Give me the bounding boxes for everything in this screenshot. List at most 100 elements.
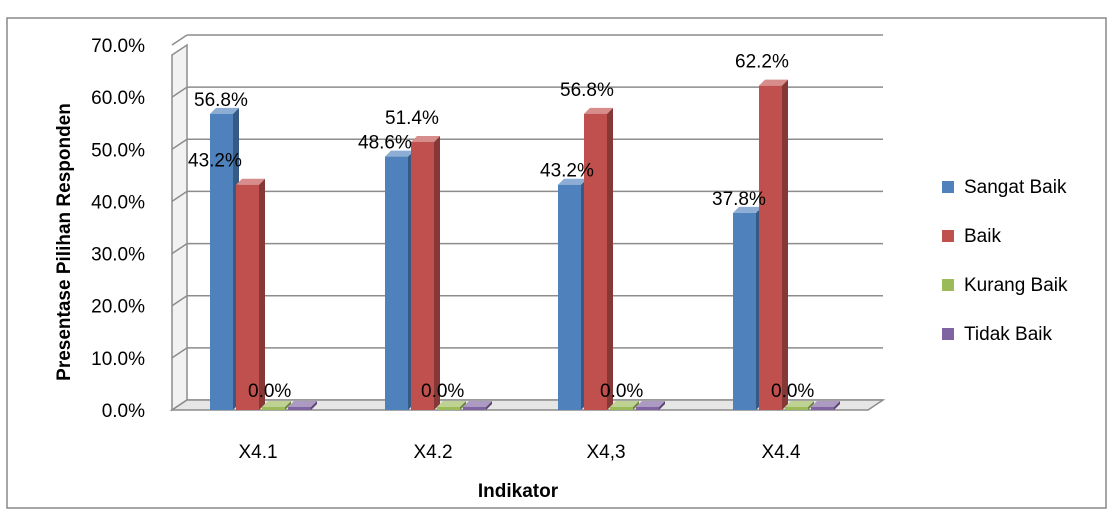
bar-side xyxy=(259,178,265,410)
bar-front xyxy=(733,212,756,410)
plot-walls xyxy=(171,43,883,412)
bar-top xyxy=(262,401,291,407)
bar-front xyxy=(288,407,311,410)
data-label: 0.0% xyxy=(771,381,814,402)
bar-kurang-baik-1 xyxy=(262,401,291,410)
legend-swatch xyxy=(942,230,954,242)
bar-top xyxy=(610,401,639,407)
bar-side xyxy=(285,401,291,410)
bar-top xyxy=(288,401,317,407)
bar-side xyxy=(782,79,788,411)
bar-top xyxy=(385,150,414,157)
bar-tidak-baik-4 xyxy=(811,401,840,410)
bar-front xyxy=(236,184,259,410)
bar-front xyxy=(785,407,808,410)
bar-front xyxy=(385,156,408,410)
legend-label: Sangat Baik xyxy=(964,177,1067,198)
legend-item: Sangat Baik xyxy=(942,177,1067,198)
legend-swatch xyxy=(942,181,954,193)
bar-side xyxy=(607,107,613,410)
bar-top xyxy=(210,107,239,114)
bar-top xyxy=(558,178,587,185)
data-label: 0.0% xyxy=(421,381,464,402)
bar-front xyxy=(584,113,607,410)
bar-front xyxy=(262,407,285,410)
x-tick-label: X4.1 xyxy=(238,442,277,463)
back-wall xyxy=(187,45,883,400)
bar-top xyxy=(733,206,762,213)
bar-top xyxy=(437,401,466,407)
gridline-side xyxy=(171,347,188,359)
bar-front xyxy=(636,407,659,410)
bar-side xyxy=(834,401,840,410)
bar-side xyxy=(311,401,317,410)
gridline-side xyxy=(171,190,188,203)
bar-front xyxy=(411,141,434,410)
bar-baik-1 xyxy=(236,178,265,410)
bar-tidak-baik-1 xyxy=(288,401,317,410)
bar-side xyxy=(808,401,814,410)
bar-side xyxy=(659,401,665,410)
legend-label: Kurang Baik xyxy=(964,275,1068,296)
bar-top xyxy=(411,135,440,142)
legend-swatch xyxy=(942,328,954,340)
x-tick-label: X4.4 xyxy=(761,442,801,463)
data-label: 0.0% xyxy=(600,381,643,402)
legend-item: Tidak Baik xyxy=(942,324,1052,345)
gridline-side xyxy=(171,242,188,255)
y-tick-label: 70.0% xyxy=(91,36,145,57)
bar-front xyxy=(463,407,486,410)
bar-kurang-baik-2 xyxy=(437,401,466,410)
bar-baik-4 xyxy=(759,79,788,411)
gridline-side xyxy=(171,295,188,307)
bar-front xyxy=(759,85,782,411)
data-label: 43.2% xyxy=(540,161,594,182)
bar-top xyxy=(811,401,840,407)
x-tick-labels: X4.1 X4.2 X4,3 X4.4 xyxy=(238,442,801,463)
data-label: 56.8% xyxy=(194,90,248,111)
data-label: 0.0% xyxy=(248,381,291,402)
y-tick-label: 30.0% xyxy=(91,245,145,266)
y-tick-label: 60.0% xyxy=(91,88,145,109)
bars-group xyxy=(210,79,840,411)
bar-front xyxy=(558,184,581,410)
gridline-side xyxy=(171,138,188,150)
bar-front xyxy=(437,407,460,410)
x-axis-title: Indikator xyxy=(478,481,559,502)
legend-swatch xyxy=(942,279,954,291)
bar-top xyxy=(785,401,814,407)
data-label: 48.6% xyxy=(358,133,412,154)
bar-tidak-baik-3 xyxy=(636,401,665,410)
bar-front xyxy=(811,407,834,410)
bar-tidak-baik-2 xyxy=(463,401,492,410)
bar-kurang-baik-4 xyxy=(785,401,814,410)
bar-sangat-baik-3 xyxy=(558,178,587,410)
bar-top xyxy=(236,178,265,185)
x-tick-label: X4.2 xyxy=(413,442,452,463)
bar-baik-3 xyxy=(584,107,613,410)
bar-side xyxy=(633,401,639,410)
bar-side xyxy=(460,401,466,410)
gridline-side xyxy=(171,34,188,46)
legend: Sangat Baik Baik Kurang Baik Tidak Baik xyxy=(942,177,1068,345)
data-label: 37.8% xyxy=(712,189,766,210)
bar-top xyxy=(636,401,665,407)
y-tick-label: 10.0% xyxy=(91,349,145,370)
bar-front xyxy=(610,407,633,410)
bar-top xyxy=(463,401,492,407)
y-tick-label: 20.0% xyxy=(91,297,145,318)
y-tick-label: 0.0% xyxy=(102,401,145,422)
gridline-side xyxy=(171,86,188,98)
bar-top xyxy=(584,107,613,114)
bar-side xyxy=(434,135,440,410)
y-tick-labels: 0.0% 10.0% 20.0% 30.0% 40.0% 50.0% 60.0% 70.0% xyxy=(91,36,145,422)
y-tick-label: 50.0% xyxy=(91,140,145,161)
data-label: 43.2% xyxy=(188,151,242,172)
y-tick-label: 40.0% xyxy=(91,192,145,213)
y-axis-title: Presentase Pilihan Responden xyxy=(54,103,75,381)
bar-baik-2 xyxy=(411,135,440,410)
bar-top xyxy=(759,79,788,86)
legend-item: Kurang Baik xyxy=(942,275,1068,296)
